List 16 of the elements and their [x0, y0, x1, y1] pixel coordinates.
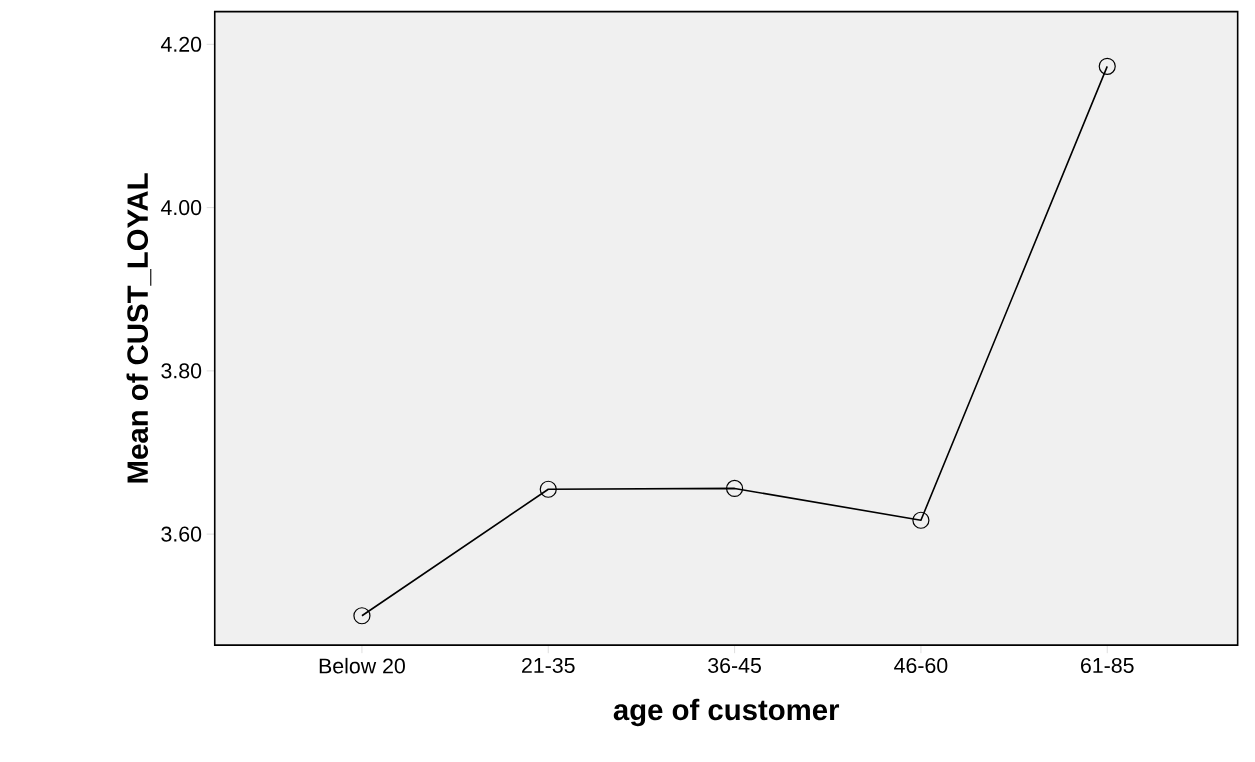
- y-tick-label: 4.00: [160, 199, 202, 216]
- point: [725, 479, 744, 497]
- x-tick-label: 46-60: [894, 657, 948, 673]
- x-axis-title: age of customer: [613, 698, 840, 727]
- point: [353, 607, 371, 625]
- y-tick-label: 3.80: [161, 363, 202, 379]
- y-tick-label: 3.60: [161, 526, 202, 542]
- point: [539, 480, 557, 498]
- y-axis-title: Mean of CUST_LOYAL: [126, 173, 152, 483]
- y-tick-label: 4.20: [160, 36, 202, 52]
- x-tick-label: 61-85: [1081, 657, 1134, 673]
- x-tick-label: Below 20: [319, 657, 405, 674]
- x-tick-label: 36-45: [708, 657, 761, 673]
- x-tick-label: 21-35: [522, 657, 575, 673]
- point: [912, 511, 930, 529]
- point: [1098, 57, 1116, 75]
